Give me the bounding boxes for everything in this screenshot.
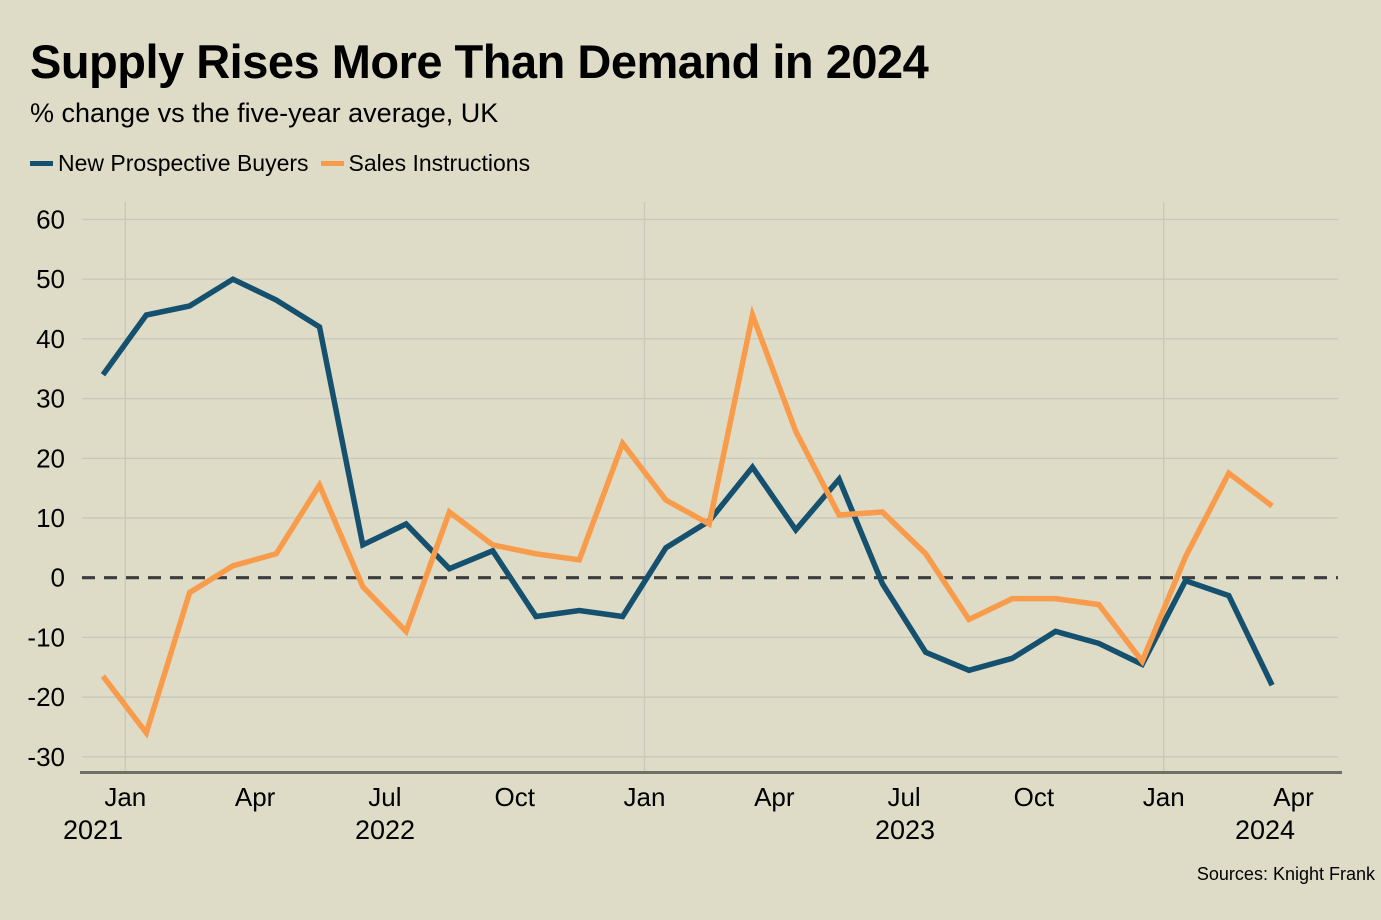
chart-legend: New Prospective Buyers Sales Instructions (30, 150, 530, 177)
legend-label: Sales Instructions (348, 150, 531, 176)
y-tick-label: -30 (27, 742, 65, 772)
page-title: Supply Rises More Than Demand in 2024 (30, 35, 929, 88)
x-year-label: 2022 (355, 815, 415, 845)
x-year-label: 2023 (875, 815, 935, 845)
x-tick-label: Apr (235, 782, 276, 812)
x-tick-label: Jan (624, 782, 666, 812)
y-tick-label: 60 (36, 204, 65, 234)
chart-subtitle: % change vs the five-year average, UK (30, 98, 499, 128)
legend-label: New Prospective Buyers (58, 150, 309, 176)
y-tick-label: 10 (36, 503, 65, 533)
x-tick-label: Oct (1014, 782, 1055, 812)
y-tick-label: 20 (36, 443, 65, 473)
x-year-label: 2021 (63, 815, 123, 845)
legend-swatch-icon (320, 161, 344, 166)
legend-item-new-prospective-buyers: New Prospective Buyers (30, 150, 309, 177)
x-tick-label: Jul (887, 782, 920, 812)
sources-note: Sources: Knight Frank (1196, 864, 1375, 884)
y-tick-label: 30 (36, 384, 65, 414)
x-year-label: 2024 (1235, 815, 1295, 845)
x-tick-label: Apr (754, 782, 795, 812)
y-tick-label: 0 (51, 563, 65, 593)
x-tick-label: Apr (1273, 782, 1314, 812)
legend-swatch-icon (30, 161, 53, 166)
y-tick-label: 50 (36, 264, 65, 294)
x-tick-label: Jan (1143, 782, 1185, 812)
y-tick-label: -10 (27, 622, 65, 652)
series-line-sales-instructions (100, 305, 1274, 739)
series-line-new-prospective-buyers (100, 276, 1275, 687)
y-tick-label: 40 (36, 324, 65, 354)
x-tick-label: Jan (104, 782, 146, 812)
x-tick-label: Oct (494, 782, 535, 812)
x-tick-label: Jul (368, 782, 401, 812)
legend-item-sales-instructions: Sales Instructions (320, 150, 531, 177)
y-tick-label: -20 (27, 682, 65, 712)
